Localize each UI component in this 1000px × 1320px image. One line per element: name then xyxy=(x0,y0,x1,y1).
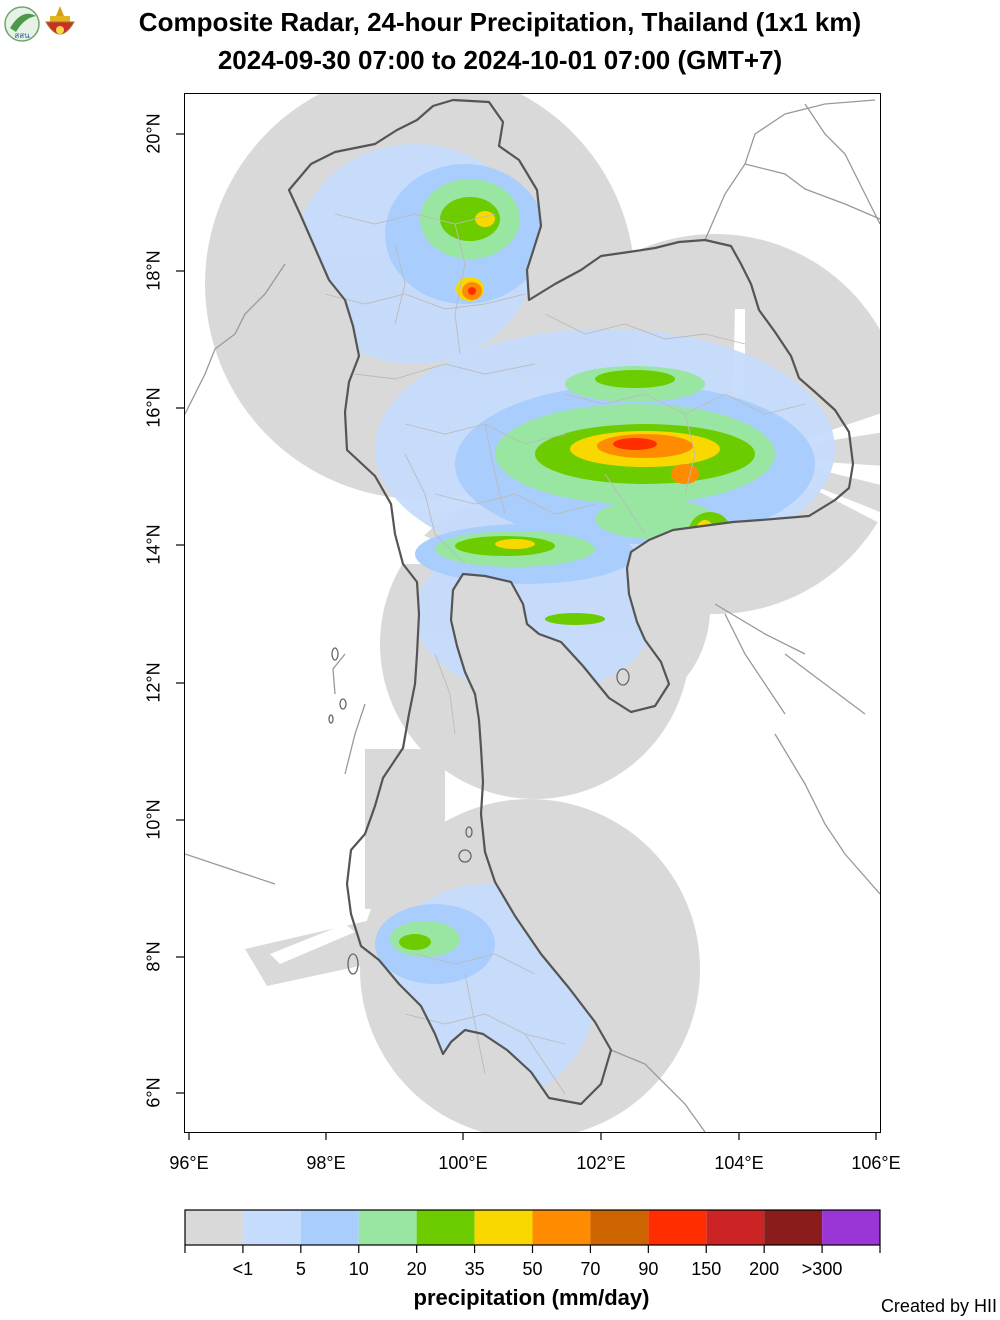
colorbar xyxy=(184,1209,881,1253)
colorbar-label: 150 xyxy=(691,1259,722,1279)
map-plot xyxy=(184,93,881,1133)
colorbar-label: >300 xyxy=(801,1259,843,1279)
x-tick-label: 98°E xyxy=(306,1153,346,1173)
colorbar-label: 70 xyxy=(580,1259,601,1279)
colorbar-label: 90 xyxy=(638,1259,659,1279)
colorbar-label: 50 xyxy=(522,1259,543,1279)
colorbar-label: 10 xyxy=(348,1259,369,1279)
colorbar-swatch xyxy=(822,1210,880,1245)
colorbar-label: 35 xyxy=(464,1259,485,1279)
colorbar-swatch xyxy=(532,1210,591,1245)
colorbar-swatch xyxy=(300,1210,359,1245)
colorbar-swatch xyxy=(185,1210,243,1245)
colorbar-label: 20 xyxy=(406,1259,427,1279)
colorbar-label: 5 xyxy=(295,1259,306,1279)
map-title: Composite Radar, 24-hour Precipitation, … xyxy=(138,7,862,37)
x-tick-label: 96°E xyxy=(169,1153,209,1173)
x-tick-label: 100°E xyxy=(438,1153,488,1173)
colorbar-title: precipitation (mm/day) xyxy=(413,1285,650,1310)
colorbar-swatch xyxy=(416,1210,475,1245)
logos: สสน xyxy=(4,6,75,42)
colorbar-swatch xyxy=(242,1210,301,1245)
colorbar-swatch xyxy=(706,1210,765,1245)
y-tick-label: 12°N xyxy=(143,662,164,703)
colorbar-label: 200 xyxy=(749,1259,780,1279)
y-tick-label: 16°N xyxy=(143,387,164,428)
y-tick-label: 6°N xyxy=(143,1077,164,1108)
colorbar-swatch xyxy=(590,1210,649,1245)
radar-map xyxy=(185,94,880,1132)
y-tick-label: 14°N xyxy=(143,524,164,565)
colorbar-swatch xyxy=(648,1210,707,1245)
colorbar-label: <1 xyxy=(232,1259,254,1279)
y-axis-ticks xyxy=(176,133,184,1094)
royal-emblem-icon xyxy=(45,6,75,35)
logo-text: สสน xyxy=(14,31,30,40)
map-subtitle: 2024-09-30 07:00 to 2024-10-01 07:00 (GM… xyxy=(217,45,783,75)
islands xyxy=(328,647,630,975)
y-tick-label: 20°N xyxy=(143,113,164,154)
y-tick-label: 8°N xyxy=(143,941,164,972)
colorbar-swatch xyxy=(358,1210,417,1245)
province-boundaries xyxy=(324,213,806,1095)
credit-text: Created by HII xyxy=(880,1296,997,1316)
y-tick-label: 18°N xyxy=(143,250,164,291)
y-tick-label: 10°N xyxy=(143,799,164,840)
precipitation-field xyxy=(295,144,835,1104)
colorbar-swatch xyxy=(764,1210,823,1245)
neighbor-borders xyxy=(185,99,880,1132)
x-tick-label: 104°E xyxy=(714,1153,764,1173)
x-tick-label: 106°E xyxy=(851,1153,901,1173)
hii-logo-icon: สสน xyxy=(4,6,40,42)
x-axis-ticks xyxy=(188,1132,877,1140)
thailand-border xyxy=(287,98,855,1106)
x-tick-label: 102°E xyxy=(576,1153,626,1173)
colorbar-swatch xyxy=(474,1210,533,1245)
